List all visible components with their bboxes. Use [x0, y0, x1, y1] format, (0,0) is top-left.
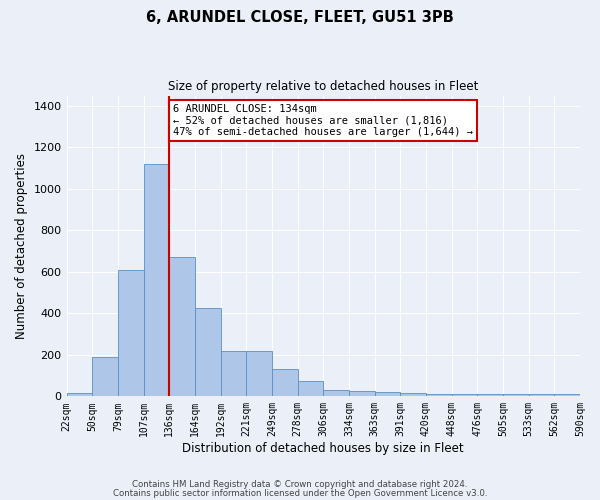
- Text: 6 ARUNDEL CLOSE: 134sqm
← 52% of detached houses are smaller (1,816)
47% of semi: 6 ARUNDEL CLOSE: 134sqm ← 52% of detache…: [173, 104, 473, 137]
- Bar: [221, 350, 246, 397]
- Y-axis label: Number of detached properties: Number of detached properties: [15, 153, 28, 339]
- Bar: [92, 357, 118, 397]
- X-axis label: Distribution of detached houses by size in Fleet: Distribution of detached houses by size …: [182, 442, 464, 455]
- Bar: [298, 381, 323, 396]
- Bar: [195, 308, 221, 396]
- Bar: [426, 394, 452, 396]
- Bar: [349, 391, 374, 396]
- Bar: [554, 394, 580, 396]
- Bar: [246, 350, 272, 397]
- Bar: [323, 390, 349, 396]
- Text: 6, ARUNDEL CLOSE, FLEET, GU51 3PB: 6, ARUNDEL CLOSE, FLEET, GU51 3PB: [146, 10, 454, 25]
- Bar: [478, 394, 503, 396]
- Text: Contains public sector information licensed under the Open Government Licence v3: Contains public sector information licen…: [113, 490, 487, 498]
- Bar: [272, 370, 298, 396]
- Bar: [374, 392, 400, 396]
- Bar: [400, 393, 426, 396]
- Bar: [143, 164, 169, 396]
- Text: Contains HM Land Registry data © Crown copyright and database right 2024.: Contains HM Land Registry data © Crown c…: [132, 480, 468, 489]
- Bar: [452, 394, 478, 396]
- Bar: [169, 258, 195, 396]
- Bar: [503, 394, 529, 396]
- Bar: [67, 393, 92, 396]
- Bar: [118, 270, 143, 396]
- Title: Size of property relative to detached houses in Fleet: Size of property relative to detached ho…: [168, 80, 478, 93]
- Bar: [529, 394, 554, 396]
